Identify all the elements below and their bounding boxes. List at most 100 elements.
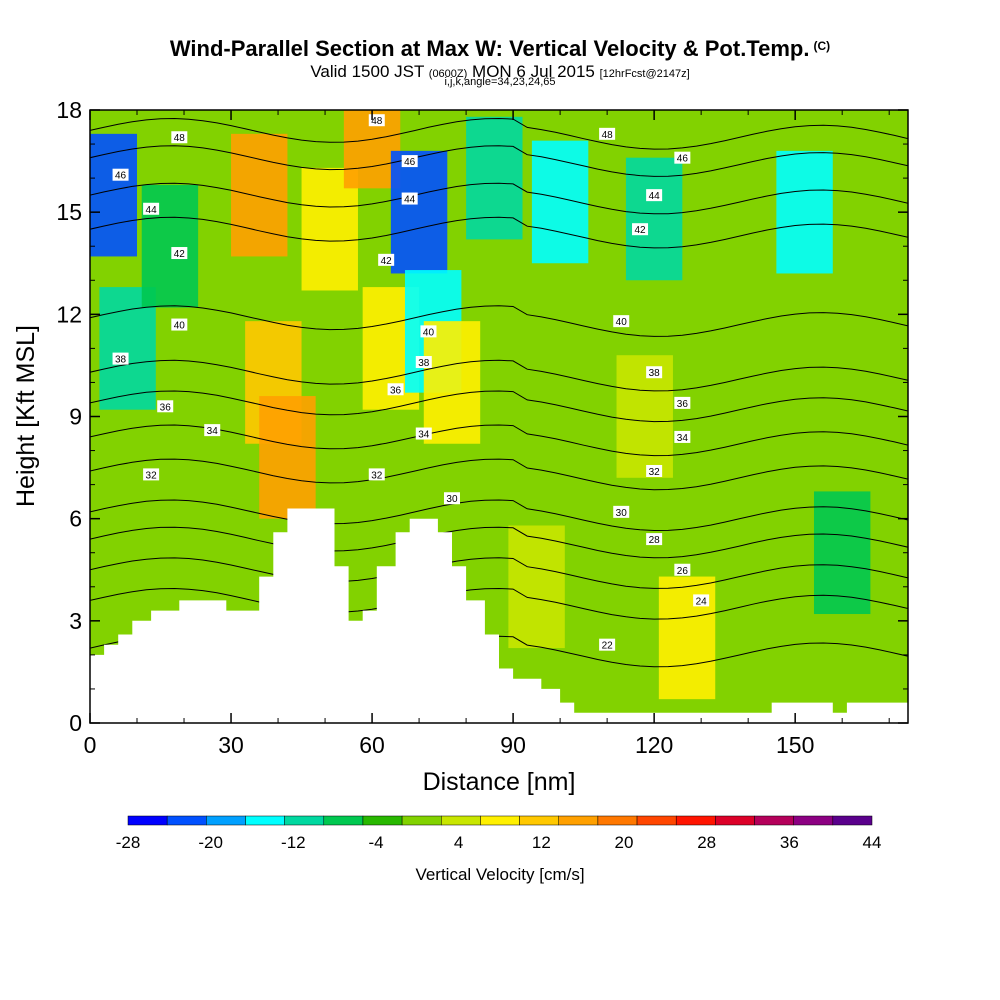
colorbar-swatch [401,815,442,826]
theta-label-box [143,468,160,481]
terrain-shape [90,508,908,723]
theta-label-text: 46 [677,154,689,165]
theta-label: 34 [204,424,221,437]
colorbar-swatch [675,815,716,826]
forecast-info: [12hrFcst@2147z] [599,68,690,80]
theta-label-text: 44 [146,205,158,216]
theta-contour-40 [90,305,908,337]
terrain [90,508,908,723]
theta-label-text: 34 [677,433,689,444]
theta-label: 48 [599,127,616,141]
theta-label-box [646,366,663,379]
theta-label: 38 [112,352,129,366]
y-tick-label: 6 [69,506,82,532]
theta-label-text: 30 [616,508,628,519]
theta-label: 36 [674,396,691,410]
theta-label-text: 36 [160,402,172,413]
chart-subtitle-indices: i,j,k,angle=34,23,24,65 [444,76,556,88]
theta-label: 28 [646,533,663,546]
theta-label: 44 [646,189,663,202]
chart-subtitle: Valid 1500 JST (0600Z) MON 6 Jul 2015 [1… [0,62,1000,82]
pot-temp-contour-labels: 48 46 44 42 40 38 36 34 32 48 46 44 42 40 38 36 34 32 30 48… [112,114,710,652]
theta-label-text: 34 [207,426,219,437]
theta-label-box [646,464,663,477]
theta-label-text: 26 [677,566,689,577]
theta-label-text: 44 [404,195,416,206]
colorbar-swatch [166,815,207,826]
theta-label-box [401,155,418,168]
theta-label-box [415,356,432,369]
theta-label-box [171,318,188,331]
theta-contour-36 [90,390,908,423]
colorbar-title: Vertical Velocity [cm/s] [415,865,584,884]
colorbar-swatch [480,815,520,826]
theta-label-text: 30 [446,494,458,505]
colorbar-swatch [284,815,325,826]
theta-contour-34 [90,424,908,457]
theta-label-text: 48 [602,130,614,141]
theta-label-box [674,151,691,164]
theta-label: 22 [599,638,616,652]
theta-label: 30 [613,505,630,519]
y-tick-label: 9 [69,404,82,430]
colorbar-swatch [441,815,481,826]
colorbar-swatch [793,815,834,826]
theta-label-text: 40 [174,321,186,332]
colorbar: -28 -20 -12 -4 4 12 20 28 36 44 [116,815,881,852]
theta-label-text: 40 [616,317,628,328]
theta-label-text: 48 [371,116,383,127]
theta-label-box [693,594,710,607]
theta-label-text: 42 [381,256,393,267]
theta-label: 44 [401,192,418,206]
theta-label-text: 46 [404,157,416,168]
theta-label: 36 [387,383,404,396]
theta-label-box [632,223,649,236]
theta-label-box [674,563,691,576]
colorbar-swatch [597,815,638,826]
theta-label-text: 28 [649,535,661,546]
theta-label-text: 46 [115,171,127,182]
w-field-cell [625,157,683,281]
y-axis-title: Height [Kft MSL] [12,325,40,507]
theta-label-box [368,468,385,481]
theta-label-text: 42 [634,225,646,236]
colorbar-swatch [519,815,559,826]
theta-label-box [401,192,418,205]
theta-label-box [143,202,160,215]
theta-label-box [415,427,432,440]
theta-label-text: 32 [649,467,661,478]
theta-label: 32 [646,464,663,478]
colorbar-label: -20 [198,833,223,852]
colorbar-swatch [362,815,403,826]
theta-label: 48 [171,131,188,144]
colorbar-label: 12 [532,833,551,852]
w-field-cell [390,150,448,274]
w-field-cell [90,133,138,257]
theta-label-text: 36 [390,385,402,396]
w-field-cell [616,355,673,478]
colorbar-label: 36 [780,833,799,852]
theta-label-text: 32 [146,470,158,481]
theta-label: 24 [693,594,710,607]
colorbar-swatch [636,815,677,826]
theta-label-box [171,131,188,144]
theta-label-box [420,325,437,338]
theta-label-text: 40 [423,327,435,338]
x-axis-title: Distance [nm] [423,768,576,796]
y-tick-label: 12 [56,301,82,327]
theta-label-box [674,396,691,409]
y-tick-label: 3 [69,608,82,634]
theta-label: 44 [143,202,160,216]
copyright-mark: (C) [813,39,831,53]
colorbar-swatch [715,815,755,826]
theta-contour-28 [90,526,908,559]
colorbar-swatch [206,815,246,826]
theta-label: 32 [368,468,385,481]
w-field-cell [813,491,871,615]
theta-label: 38 [646,366,663,379]
x-tick-label: 120 [635,732,673,758]
theta-label: 26 [674,563,691,577]
y-tick-label: 18 [56,97,82,123]
colorbar-label: 28 [697,833,716,852]
